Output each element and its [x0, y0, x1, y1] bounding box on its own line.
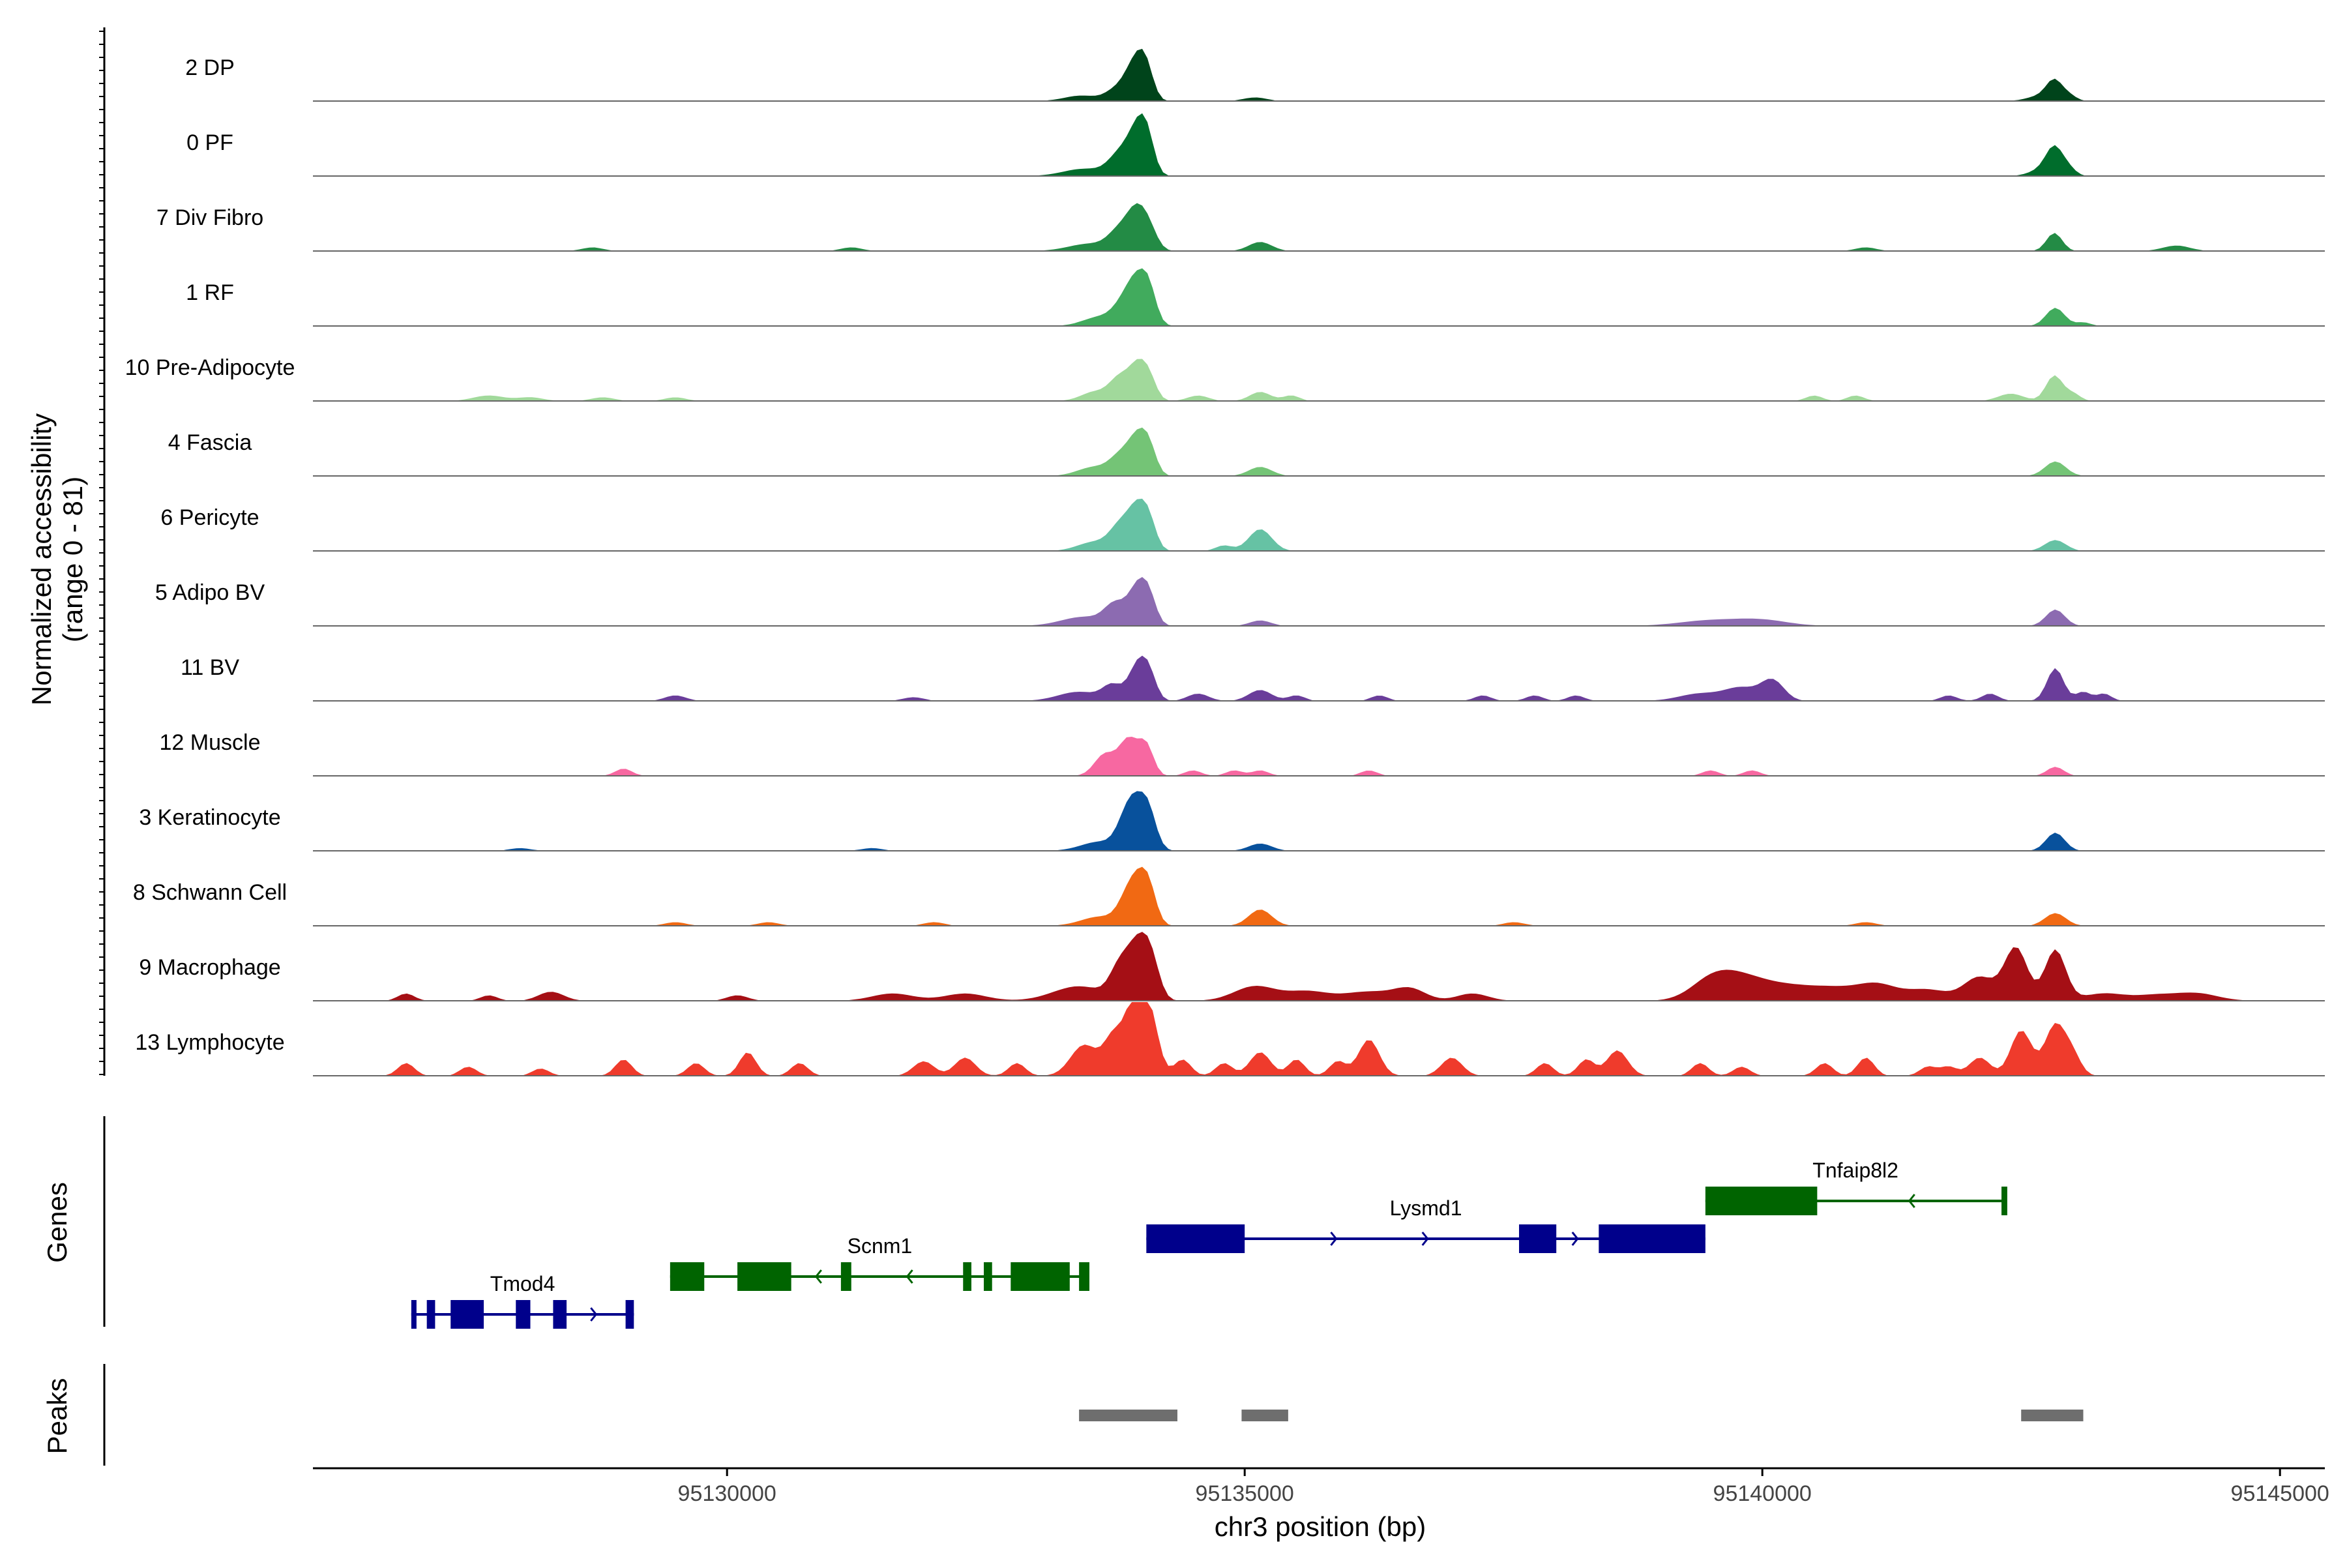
track-9 [313, 655, 2325, 702]
track-labels: 2 DP 0 PF 7 Div Fibro 1 RF 10 Pre-Adipocyte 4… [125, 55, 295, 1055]
track-label: 5 Adipo BV [155, 580, 265, 605]
track-2 [313, 113, 2325, 177]
strand-arrow [1421, 1232, 1429, 1246]
coverage-area [313, 113, 2325, 176]
strand-arrow [590, 1307, 598, 1322]
track-label: 2 DP [185, 55, 235, 80]
x-axis: 95130000 95135000 95140000 95145000 [313, 1467, 2329, 1506]
peak-region [1241, 1410, 1288, 1421]
genes-panel: Tmod4 Scnm1 Lysmd1 Tnfaip8l2 [103, 1116, 2007, 1329]
track-14 [313, 1002, 2325, 1076]
gene-exon [984, 1262, 992, 1291]
track-label: 1 RF [186, 280, 234, 305]
track-label: 11 BV [181, 655, 239, 680]
coverage-area [313, 268, 2325, 326]
x-tick-label: 95130000 [678, 1481, 776, 1506]
track-label: 8 Schwann Cell [133, 880, 287, 905]
gene-lysmd1: Lysmd1 [1146, 1196, 1705, 1253]
peaks-panel-title: Peaks [42, 1378, 72, 1455]
track-label: 3 Keratinocyte [139, 805, 280, 830]
track-label: 6 Pericyte [160, 505, 259, 530]
gene-exon [1079, 1262, 1089, 1291]
y-axis-title-line2: (range 0 - 81) [57, 477, 88, 642]
track-7 [313, 498, 2325, 552]
coverage-area [313, 427, 2325, 476]
y-axis [99, 27, 106, 1076]
track-8 [313, 577, 2325, 627]
track-label: 13 Lymphocyte [135, 1030, 284, 1055]
x-tick-label: 95135000 [1196, 1481, 1294, 1506]
x-tick-label: 95140000 [1713, 1481, 1812, 1506]
gene-exon [625, 1300, 634, 1329]
track-13 [313, 932, 2325, 1001]
coverage-area [313, 1002, 2325, 1076]
gene-exon [737, 1262, 791, 1291]
strand-arrow [906, 1269, 913, 1284]
track-11 [313, 791, 2325, 851]
strand-arrow [1908, 1194, 1915, 1208]
strand-arrow [1330, 1232, 1338, 1246]
x-axis-title: chr3 position (bp) [1215, 1511, 1426, 1542]
gene-exon [426, 1300, 435, 1329]
gene-label: Scnm1 [848, 1234, 913, 1258]
peak-region [1079, 1410, 1177, 1421]
track-label: 12 Muscle [160, 730, 261, 755]
y-axis-title-line1: Normalized accessibility [26, 413, 57, 705]
gene-exon [1519, 1224, 1557, 1253]
gene-exon [450, 1300, 484, 1329]
gene-tmod4: Tmod4 [411, 1272, 634, 1329]
gene-exon [1599, 1224, 1705, 1253]
gene-exon [1146, 1224, 1245, 1253]
track-12 [313, 866, 2325, 926]
coverage-area [313, 932, 2325, 1001]
genes-panel-title: Genes [42, 1182, 72, 1263]
gene-label: Lysmd1 [1390, 1196, 1462, 1220]
gene-exon [1011, 1262, 1070, 1291]
coverage-area [313, 359, 2325, 401]
strand-arrow [1571, 1232, 1579, 1246]
track-label: 9 Macrophage [139, 955, 280, 980]
coverage-area [313, 737, 2325, 776]
coverage-area [313, 866, 2325, 926]
gene-exon [411, 1300, 417, 1329]
gene-label: Tnfaip8l2 [1812, 1159, 1898, 1182]
gene-exon [840, 1262, 851, 1291]
gene-exon [963, 1262, 971, 1291]
track-label: 7 Div Fibro [156, 205, 263, 230]
gene-exon [670, 1262, 705, 1291]
gene-exon [516, 1300, 531, 1329]
track-5 [313, 359, 2325, 402]
coverage-area [313, 577, 2325, 626]
gene-exon [553, 1300, 567, 1329]
coverage-area [313, 655, 2325, 701]
track-10 [313, 737, 2325, 777]
track-label: 0 PF [186, 130, 233, 155]
track-3 [313, 203, 2325, 252]
track-label: 4 Fascia [168, 430, 252, 455]
coverage-area [313, 498, 2325, 551]
coverage-area [313, 48, 2325, 101]
peak-region [2021, 1410, 2084, 1421]
track-4 [313, 268, 2325, 327]
x-tick-label: 95145000 [2231, 1481, 2329, 1506]
coverage-tracks [313, 48, 2325, 1076]
gene-tnfaip8l2: Tnfaip8l2 [1705, 1159, 2007, 1215]
track-1 [313, 48, 2325, 102]
gene-label: Tmod4 [490, 1272, 555, 1295]
strand-arrow [814, 1269, 822, 1284]
gene-scnm1: Scnm1 [670, 1234, 1089, 1291]
peaks-panel [103, 1364, 2084, 1466]
track-label: 10 Pre-Adipocyte [125, 355, 295, 380]
coverage-area [313, 203, 2325, 251]
gene-exon [1705, 1187, 1818, 1215]
coverage-area [313, 791, 2325, 851]
track-6 [313, 427, 2325, 477]
